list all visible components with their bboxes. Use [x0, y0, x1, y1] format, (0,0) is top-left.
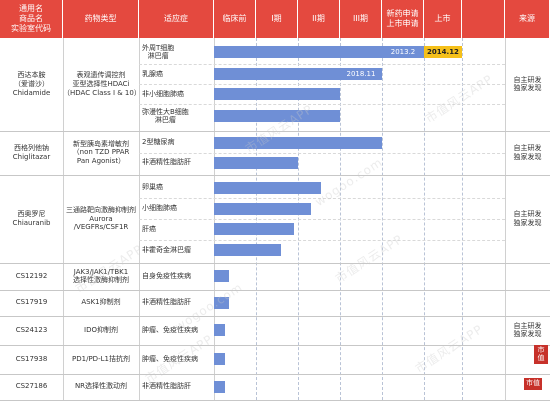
header-phase-spacer: [462, 0, 505, 38]
progress-bar: [214, 380, 225, 393]
watermark-url: wogoo.com: [312, 154, 386, 210]
indication-label: 非酒精性脂肪肝: [142, 158, 191, 167]
progress-bar: [214, 353, 225, 366]
row-divider: [0, 174, 550, 176]
header-phase-1: I期: [256, 0, 298, 38]
drug-type: IDO抑制剂: [84, 326, 118, 335]
progress-bar: [214, 296, 229, 309]
indication-divider: [139, 104, 505, 106]
row-divider: [0, 130, 550, 132]
header-source: 来源: [505, 0, 550, 38]
progress-bar: [214, 46, 424, 59]
milestone-date: 2014.12: [424, 46, 462, 59]
indication-divider: [139, 198, 505, 200]
watermark: 市值风云APP: [332, 231, 406, 286]
row-divider: [0, 316, 550, 318]
progress-bar: [214, 244, 282, 257]
indication-label: 肿瘤、免疫性疾病: [142, 354, 198, 363]
header-moa: 药物类型: [63, 0, 139, 38]
source-label: 自主研发 独家发现: [513, 321, 542, 339]
milestone-date: 2013.2: [382, 46, 424, 59]
indication-divider: [139, 64, 505, 66]
drug-type: 表观遗传调控剂 亚型选择性HDACi （HDAC Class I & 10）: [63, 71, 141, 97]
header-phase-0: 临床前: [214, 0, 256, 38]
drug-type: NR选择性激动剂: [74, 382, 128, 391]
milestone-date: 2018.11: [340, 68, 382, 81]
indication-label: 卵巢癌: [142, 183, 163, 192]
indication-label: 外周T细胞 淋巴瘤: [142, 43, 175, 61]
indication-label: 自身免疫性疾病: [142, 272, 191, 280]
drug-type: PD1/PD-L1拮抗剂: [72, 354, 130, 363]
drug-type: 三通路靶向激酶抑制剂 Aurora /VEGFRs/CSF1R: [66, 205, 136, 232]
drug-name: 西奥罗尼 Chiauranib: [12, 210, 51, 227]
column-divider: [505, 38, 506, 400]
indication-label: 非酒精性脂肪肝: [142, 382, 191, 391]
header-phase-2: II期: [298, 0, 340, 38]
source-label: 自主研发 独家发现: [513, 144, 542, 161]
indication-label: 肿瘤、免疫性疾病: [142, 326, 198, 335]
indication-label: 乳腺癌: [142, 70, 163, 79]
brand-seal-bottom: 市值: [524, 378, 542, 390]
source-label: 自主研发 独家发现: [513, 75, 542, 93]
progress-bar: [214, 223, 294, 236]
indication-label: 2型糖尿病: [142, 138, 175, 147]
row-divider: [0, 344, 550, 346]
drug-name: CS17938: [15, 354, 48, 363]
watermark: 市值风云APP: [412, 321, 486, 376]
indication-divider: [139, 219, 505, 220]
row-divider: [0, 263, 550, 265]
drug-type: JAK3/JAK1/TBK1 选择性激酶抑制剂: [73, 267, 129, 285]
progress-bar: [214, 324, 225, 337]
progress-bar: [214, 270, 229, 283]
drug-name: CS24123: [15, 326, 48, 335]
drug-name: 西格列他钠 Chiglitazar: [12, 144, 51, 161]
source-label: 自主研发 独家发现: [513, 210, 542, 227]
row-divider: [0, 373, 550, 375]
progress-bar: [214, 110, 340, 123]
progress-bar: [214, 88, 340, 101]
indication-label: 肝癌: [142, 225, 156, 234]
indication-divider: [139, 152, 505, 154]
progress-bar: [214, 156, 298, 169]
indication-label: 非小细胞肺癌: [142, 89, 184, 98]
drug-type: 新型胰岛素增敏剂 （non TZD PPAR Pan Agonist）: [72, 139, 130, 166]
drug-name: CS12192: [15, 272, 48, 280]
header-phase-4: 新药申请 上市申请: [382, 0, 424, 38]
header-drug: 通用名 商品名 实验室代码: [0, 0, 63, 38]
header-indication: 适应症: [139, 0, 214, 38]
indication-label: 弥漫性大B细胞 淋巴瘤: [142, 107, 189, 125]
drug-name: CS17919: [15, 298, 48, 307]
indication-divider: [139, 239, 505, 241]
progress-bar: [214, 202, 311, 215]
row-divider: [0, 289, 550, 291]
indication-label: 小细胞肺癌: [142, 204, 177, 213]
drug-name: 西达本胺 （爱谱沙） Chidamide: [12, 71, 51, 97]
column-divider: [63, 38, 64, 400]
watermark: 市值风云APP: [422, 71, 496, 126]
progress-bar: [214, 181, 322, 194]
brand-seal: 市值: [534, 345, 548, 365]
header-phase-5: 上市: [424, 0, 462, 38]
indication-label: 非酒精性脂肪肝: [142, 298, 191, 307]
indication-label: 非霍奇金淋巴瘤: [142, 246, 191, 255]
progress-bar: [214, 136, 382, 149]
drug-type: ASK1抑制剂: [81, 298, 121, 307]
drug-name: CS27186: [15, 382, 48, 391]
indication-divider: [139, 84, 505, 86]
header-phase-3: III期: [340, 0, 382, 38]
